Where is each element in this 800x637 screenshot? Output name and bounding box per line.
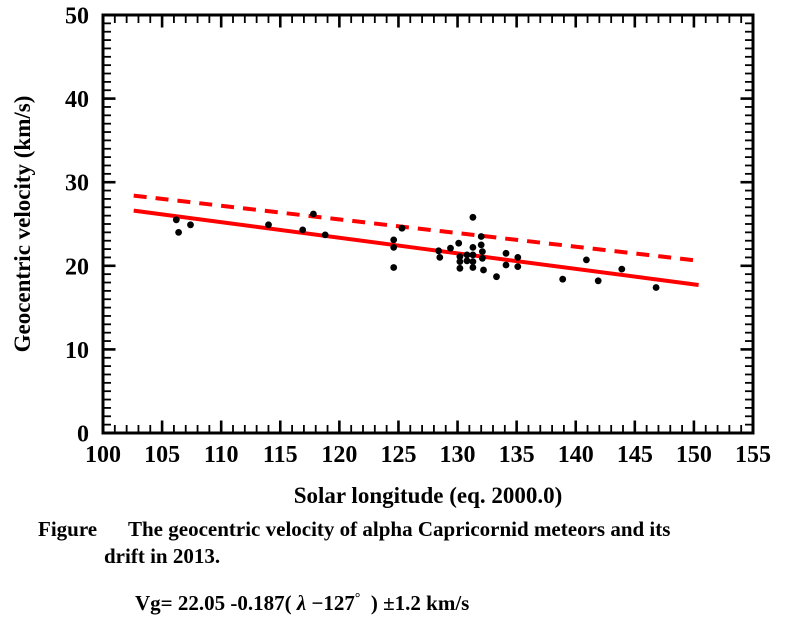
x-tick-labels: 100 105 110 115 120 125 130 135 140 145 150 155 bbox=[85, 442, 771, 468]
data-point bbox=[172, 216, 180, 224]
data-point bbox=[480, 266, 487, 274]
x-tick-label: 110 bbox=[204, 442, 239, 468]
x-tick-label: 135 bbox=[499, 442, 535, 468]
data-point bbox=[455, 239, 463, 247]
data-point bbox=[299, 226, 307, 234]
data-point bbox=[477, 241, 485, 249]
data-point bbox=[390, 264, 398, 271]
x-tick-label: 120 bbox=[321, 442, 357, 468]
data-point bbox=[618, 265, 626, 273]
data-point bbox=[493, 273, 500, 281]
data-point bbox=[583, 256, 590, 264]
caption-figure-label: Figure bbox=[38, 517, 98, 541]
y-axis-title: Geocentric velocity (km/s) bbox=[10, 96, 35, 353]
data-point bbox=[469, 244, 477, 251]
data-point bbox=[456, 258, 464, 265]
data-point bbox=[463, 257, 471, 265]
data-points bbox=[172, 210, 660, 291]
data-point bbox=[310, 210, 317, 218]
data-point bbox=[559, 275, 567, 283]
x-tick-label: 100 bbox=[85, 442, 121, 468]
data-point bbox=[435, 247, 442, 255]
y-axis-ticks bbox=[104, 13, 752, 435]
x-tick-label: 155 bbox=[735, 442, 771, 468]
x-tick-label: 105 bbox=[144, 442, 180, 468]
data-point bbox=[514, 263, 522, 270]
data-point bbox=[479, 254, 486, 262]
data-point bbox=[502, 261, 510, 269]
data-point bbox=[594, 277, 602, 285]
y-tick-labels: 0 10 20 30 40 50 bbox=[65, 4, 89, 448]
plot-border bbox=[101, 13, 755, 435]
y-tick-label: 10 bbox=[65, 338, 89, 364]
x-tick-label: 145 bbox=[617, 442, 653, 468]
caption-text-line2: drift in 2013. bbox=[104, 544, 221, 568]
y-tick-label: 20 bbox=[65, 254, 89, 280]
y-tick-label: 0 bbox=[77, 422, 89, 448]
data-point bbox=[502, 249, 510, 257]
data-point bbox=[514, 254, 522, 261]
x-tick-label: 150 bbox=[676, 442, 712, 468]
data-point bbox=[447, 244, 454, 252]
data-point bbox=[469, 258, 477, 265]
x-tick-label: 130 bbox=[440, 442, 476, 468]
x-axis-title: Solar longitude (eq. 2000.0) bbox=[294, 483, 563, 508]
data-point bbox=[456, 253, 464, 260]
data-point bbox=[398, 224, 406, 232]
x-axis-ticks bbox=[101, 16, 755, 432]
data-point bbox=[463, 251, 471, 259]
data-point bbox=[321, 231, 329, 239]
equation-part2: −127 bbox=[306, 591, 355, 615]
y-tick-label: 40 bbox=[65, 87, 89, 113]
data-point bbox=[469, 251, 477, 259]
caption-text-line1: The geocentric velocity of alpha Caprico… bbox=[128, 517, 671, 541]
x-tick-label: 125 bbox=[380, 442, 416, 468]
velocity-drift-equation: Vg= 22.05 -0.187( λ −127° ) ±1.2 km/s bbox=[135, 590, 469, 616]
data-point bbox=[175, 229, 183, 236]
equation-part1: Vg= 22.05 -0.187( bbox=[135, 591, 297, 615]
y-tick-label: 50 bbox=[65, 4, 89, 30]
data-point bbox=[456, 264, 464, 272]
fit-line bbox=[133, 208, 699, 287]
data-point bbox=[652, 284, 660, 291]
data-point bbox=[469, 213, 477, 221]
data-point bbox=[479, 248, 486, 256]
x-tick-label: 140 bbox=[558, 442, 594, 468]
data-point bbox=[469, 264, 477, 271]
data-point bbox=[187, 221, 194, 229]
equation-lambda: λ bbox=[296, 591, 307, 615]
y-tick-label: 30 bbox=[65, 171, 89, 197]
x-tick-label: 115 bbox=[263, 442, 298, 468]
upper-dashed-line bbox=[133, 193, 699, 263]
data-point bbox=[390, 236, 398, 244]
data-point bbox=[390, 244, 398, 251]
equation-degree-symbol: ° bbox=[354, 590, 361, 605]
data-point bbox=[436, 254, 444, 261]
equation-part3: ) ±1.2 km/s bbox=[360, 591, 470, 615]
scatter-chart: 100 105 110 115 120 125 130 135 140 145 150 155 0 10 2… bbox=[10, 4, 771, 509]
data-point bbox=[477, 233, 485, 240]
data-point bbox=[265, 221, 272, 229]
